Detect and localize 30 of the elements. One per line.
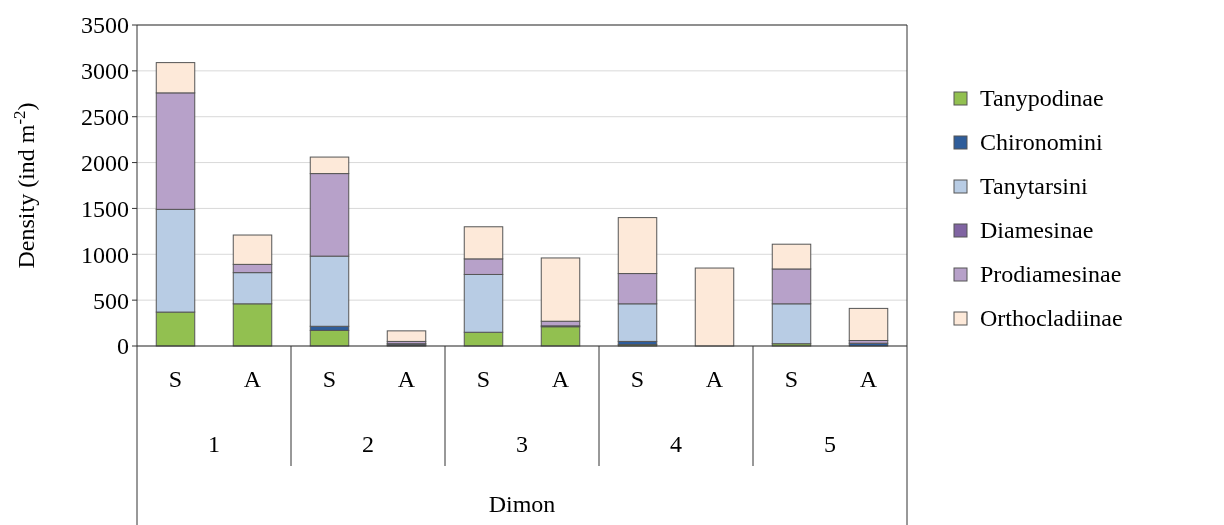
legend-label: Chironomini bbox=[980, 129, 1103, 156]
x-tick-label: A bbox=[551, 366, 570, 392]
text: 5 bbox=[824, 431, 836, 457]
x-tick-label: A bbox=[397, 366, 416, 392]
legend-label: Tanytarsini bbox=[980, 173, 1088, 200]
x-tick-label: A bbox=[705, 366, 724, 392]
y-tick-label: 2000 bbox=[81, 149, 129, 176]
x-tick-label: A bbox=[243, 366, 262, 392]
x-tick-label: S bbox=[476, 366, 491, 392]
y-tick-label: 2500 bbox=[81, 104, 129, 131]
x-tick-label: S bbox=[784, 366, 799, 392]
y-tick-label: 3500 bbox=[81, 12, 129, 39]
legend-label: Diamesinae bbox=[980, 217, 1094, 244]
y-tick-label: 500 bbox=[93, 287, 129, 314]
text: 4 bbox=[670, 431, 682, 457]
legend-label: Tanypodinae bbox=[980, 85, 1104, 112]
text: 2 bbox=[362, 431, 374, 457]
legend-label: Prodiamesinae bbox=[980, 261, 1122, 288]
y-tick-label: 1500 bbox=[81, 195, 129, 222]
text: 1 bbox=[208, 431, 220, 457]
legend-label: Orthocladiinae bbox=[980, 305, 1123, 332]
x-tick-label: A bbox=[859, 366, 878, 392]
y-tick-label: 1000 bbox=[81, 241, 129, 268]
x-tick-label: S bbox=[630, 366, 645, 392]
y-tick-label: 0 bbox=[117, 333, 129, 360]
y-tick-label: 3000 bbox=[81, 58, 129, 85]
x-axis-title: Dimon bbox=[488, 491, 556, 517]
x-tick-label: S bbox=[168, 366, 183, 392]
x-tick-label: S bbox=[322, 366, 337, 392]
text: 3 bbox=[516, 431, 528, 457]
